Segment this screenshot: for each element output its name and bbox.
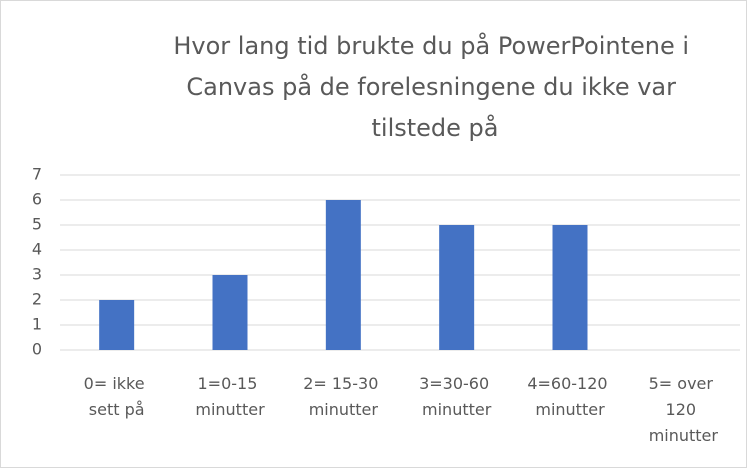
bar [439, 225, 475, 350]
chart-title: Hvor lang tid brukte du på PowerPointene… [173, 31, 696, 142]
y-tick-label: 6 [32, 190, 42, 209]
x-tick-label: 1=0-15 minutter [195, 374, 265, 419]
y-tick-label: 5 [32, 215, 42, 234]
x-tick-label: 3=30-60 minutter [419, 374, 494, 419]
y-tick-label: 4 [32, 240, 42, 259]
x-tick-label: 0= ikke sett på [84, 374, 150, 419]
x-tick-label: 4=60-120 minutter [527, 374, 612, 419]
bar [99, 300, 135, 350]
y-tick-label: 0 [32, 340, 42, 359]
bar [212, 275, 248, 350]
y-tick-label: 3 [32, 265, 42, 284]
y-tick-label: 2 [32, 290, 42, 309]
x-tick-label: 2= 15-30 minutter [303, 374, 383, 419]
x-tick-label: 5= over 120 minutter [649, 374, 719, 445]
y-tick-label: 7 [32, 165, 42, 184]
y-tick-label: 1 [32, 315, 42, 334]
bar [552, 225, 588, 350]
bar [325, 200, 361, 350]
